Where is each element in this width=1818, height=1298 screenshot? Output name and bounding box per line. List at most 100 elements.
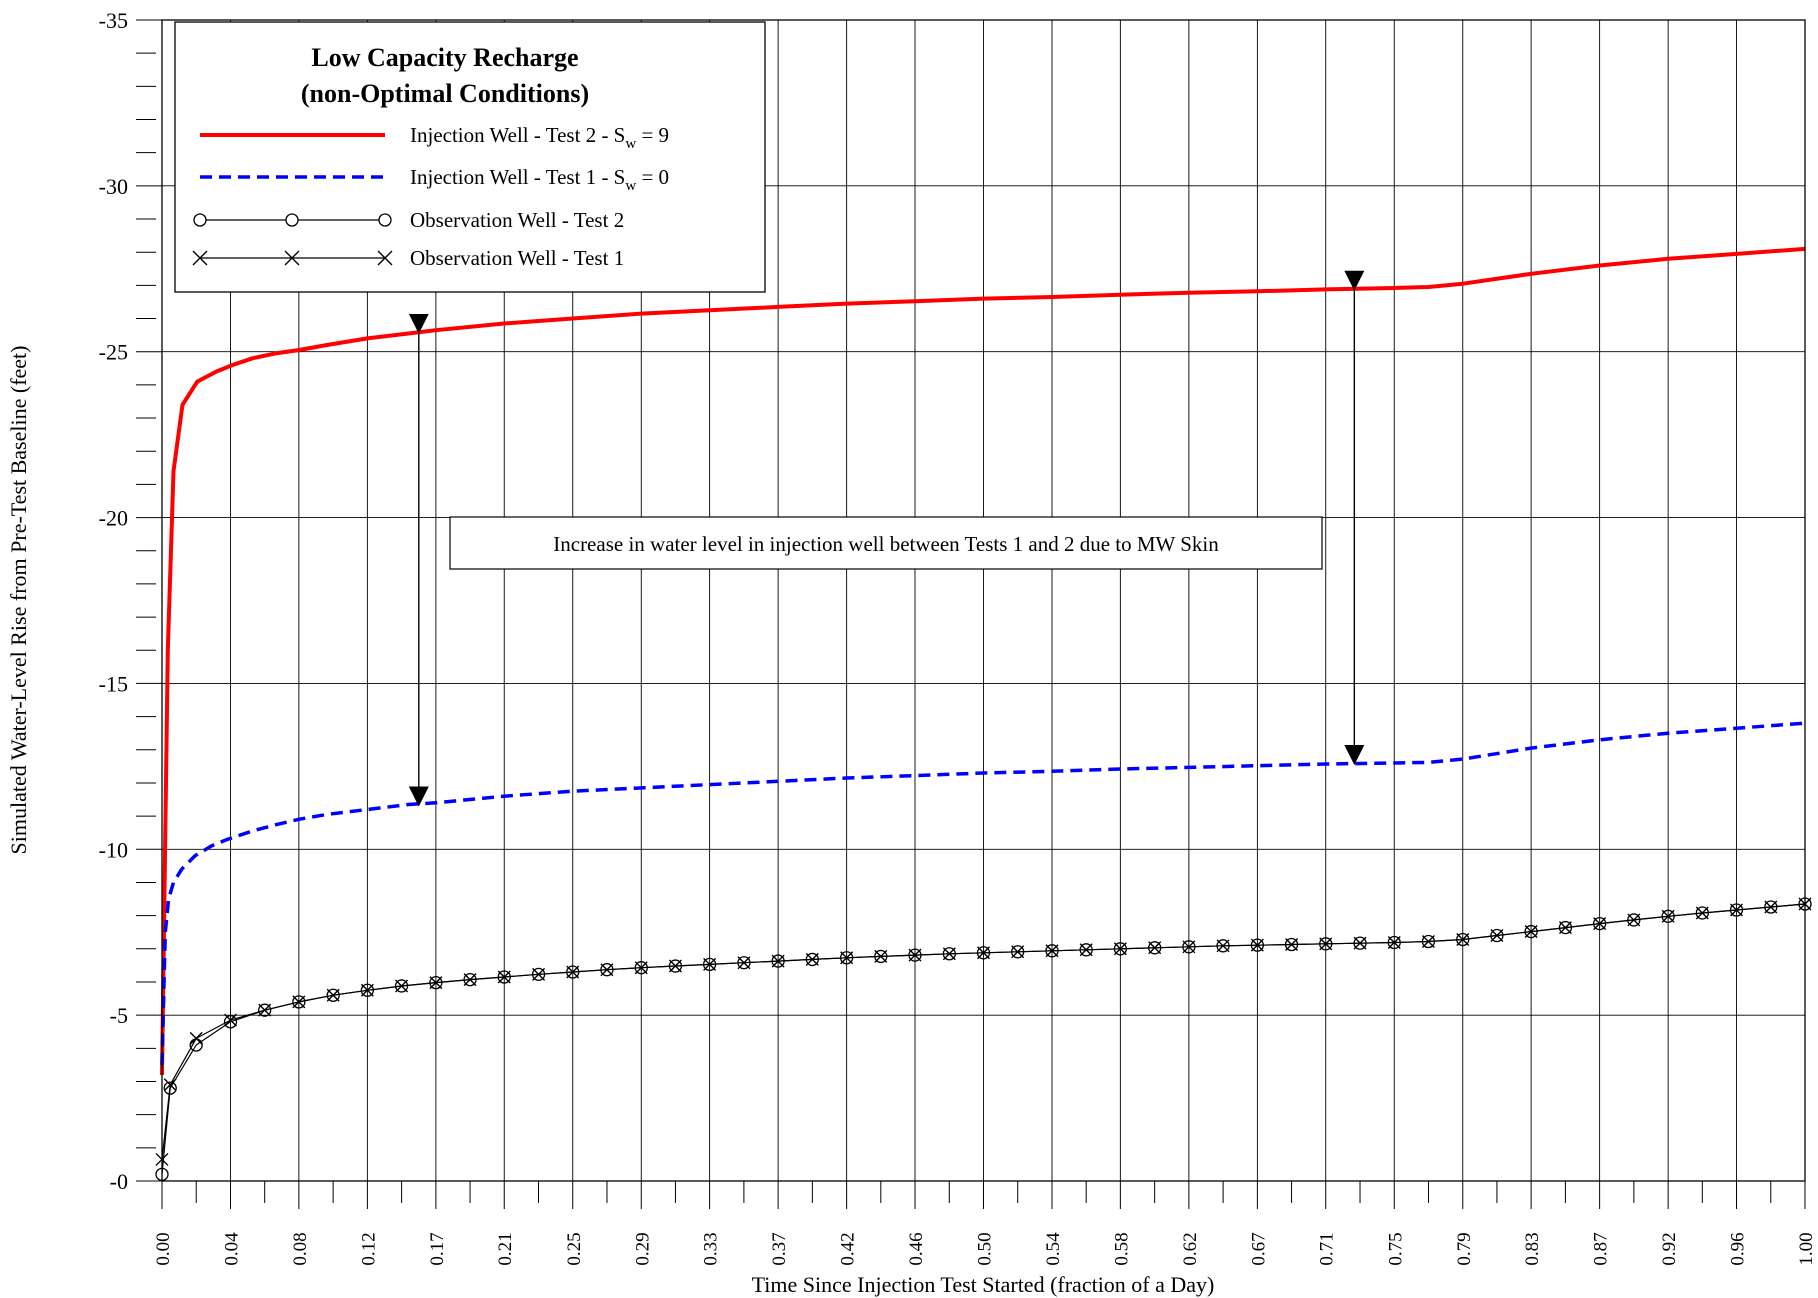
legend-label: Observation Well - Test 2 xyxy=(410,208,624,232)
x-marker xyxy=(805,952,819,966)
circle-marker xyxy=(292,995,306,1009)
x-marker xyxy=(668,959,682,973)
circle-marker xyxy=(737,956,751,970)
x-tick-label: 0.50 xyxy=(975,1232,996,1265)
y-tick-label: -25 xyxy=(99,340,128,365)
circle-marker xyxy=(1045,944,1059,958)
x-marker xyxy=(1011,945,1025,959)
x-tick-label: 0.25 xyxy=(564,1232,585,1265)
x-tick-label: 0.33 xyxy=(701,1232,722,1265)
x-marker xyxy=(1695,906,1709,920)
legend-circle-marker xyxy=(378,213,392,227)
legend-label: Injection Well - Test 1 - Sw = 0 xyxy=(410,165,669,194)
legend-label-subscript: w xyxy=(625,178,636,194)
circle-marker xyxy=(497,970,511,984)
y-tick-label: -5 xyxy=(110,1003,128,1028)
legend-x-marker xyxy=(192,250,208,266)
legend-label-suffix: = 0 xyxy=(636,165,669,189)
circle-marker xyxy=(1764,900,1778,914)
circle-marker xyxy=(1216,939,1230,953)
legend-title: Low Capacity Recharge xyxy=(311,43,578,72)
circle-marker xyxy=(908,948,922,962)
x-marker xyxy=(977,946,990,960)
x-marker xyxy=(840,951,854,965)
legend-label: Injection Well - Test 2 - Sw = 9 xyxy=(410,123,669,152)
legend: Low Capacity Recharge (non-Optimal Condit… xyxy=(174,21,766,293)
circle-marker xyxy=(1387,935,1401,950)
circle-marker xyxy=(394,979,409,993)
x-tick-label: 0.87 xyxy=(1591,1232,1612,1265)
x-tick-label: 0.79 xyxy=(1454,1232,1475,1265)
circle-marker xyxy=(223,1015,238,1029)
x-marker xyxy=(532,967,546,981)
circle-marker xyxy=(1182,940,1196,954)
x-tick-label: 0.37 xyxy=(769,1232,790,1265)
x-marker xyxy=(737,956,751,970)
x-tick-label: 0.04 xyxy=(222,1232,243,1266)
x-tick-label: 0.29 xyxy=(632,1232,653,1265)
circle-marker xyxy=(1456,932,1470,947)
circle-marker xyxy=(600,963,614,977)
x-tick-label: 0.96 xyxy=(1727,1232,1748,1265)
x-marker xyxy=(163,1078,177,1092)
x-marker xyxy=(326,988,340,1002)
x-marker xyxy=(600,963,614,977)
x-marker xyxy=(1113,942,1127,956)
circle-marker xyxy=(839,951,854,965)
x-marker xyxy=(1148,941,1162,955)
x-axis-label: Time Since Injection Test Started (fract… xyxy=(752,1272,1215,1297)
circle-marker xyxy=(874,949,888,964)
circle-marker xyxy=(805,952,819,967)
circle-marker xyxy=(566,965,580,979)
circle-marker xyxy=(429,975,443,990)
x-tick-label: 0.92 xyxy=(1659,1232,1680,1265)
circle-marker xyxy=(1250,938,1265,952)
x-marker xyxy=(1593,917,1607,931)
circle-marker xyxy=(668,959,683,973)
x-marker xyxy=(497,970,511,984)
x-marker xyxy=(1079,943,1093,957)
x-marker xyxy=(1250,938,1264,952)
circle-marker xyxy=(942,947,956,961)
circle-marker xyxy=(1627,913,1641,927)
x-marker xyxy=(1353,936,1367,950)
legend-label-subscript: w xyxy=(625,136,636,152)
x-marker xyxy=(1524,925,1538,939)
circle-marker xyxy=(531,967,546,981)
x-marker xyxy=(224,1013,238,1027)
x-marker xyxy=(771,954,785,968)
x-marker xyxy=(1182,940,1196,954)
legend-circle-marker xyxy=(285,213,299,227)
x-marker xyxy=(1558,921,1572,935)
x-marker xyxy=(395,979,409,993)
x-tick-label: 1.00 xyxy=(1796,1232,1817,1265)
x-marker xyxy=(258,1003,272,1017)
circle-marker xyxy=(1695,906,1709,920)
circle-marker xyxy=(1011,945,1025,959)
y-tick-label: -10 xyxy=(99,837,128,862)
x-tick-label: 0.08 xyxy=(290,1232,311,1265)
circle-marker xyxy=(360,983,375,997)
circle-marker xyxy=(634,961,648,975)
circle-marker xyxy=(163,1081,177,1095)
circle-marker xyxy=(1490,928,1504,943)
x-tick-label: 0.83 xyxy=(1522,1232,1543,1265)
x-axis: 0.00 0.04 0.08 0.12 0.17 0.21 0.25 0.29 0.33 0.37… xyxy=(153,1181,1817,1266)
x-tick-label: 0.21 xyxy=(495,1232,516,1265)
legend-label-prefix: Injection Well - Test 2 - S xyxy=(410,123,625,147)
legend-x-marker xyxy=(284,250,300,266)
x-marker xyxy=(360,983,374,997)
x-marker xyxy=(429,976,443,990)
x-marker xyxy=(463,973,477,987)
y-tick-label: -20 xyxy=(99,506,128,531)
x-marker xyxy=(292,995,306,1009)
legend-box xyxy=(174,21,766,293)
x-tick-label: 0.75 xyxy=(1385,1232,1406,1265)
x-tick-label: 0.00 xyxy=(153,1232,174,1265)
x-marker xyxy=(1387,936,1401,949)
circle-marker xyxy=(1148,941,1162,955)
y-tick-label: -15 xyxy=(99,671,128,696)
legend-subtitle: (non-Optimal Conditions) xyxy=(301,79,589,108)
circle-marker xyxy=(1319,937,1333,951)
y-tick-label: -35 xyxy=(99,8,128,33)
